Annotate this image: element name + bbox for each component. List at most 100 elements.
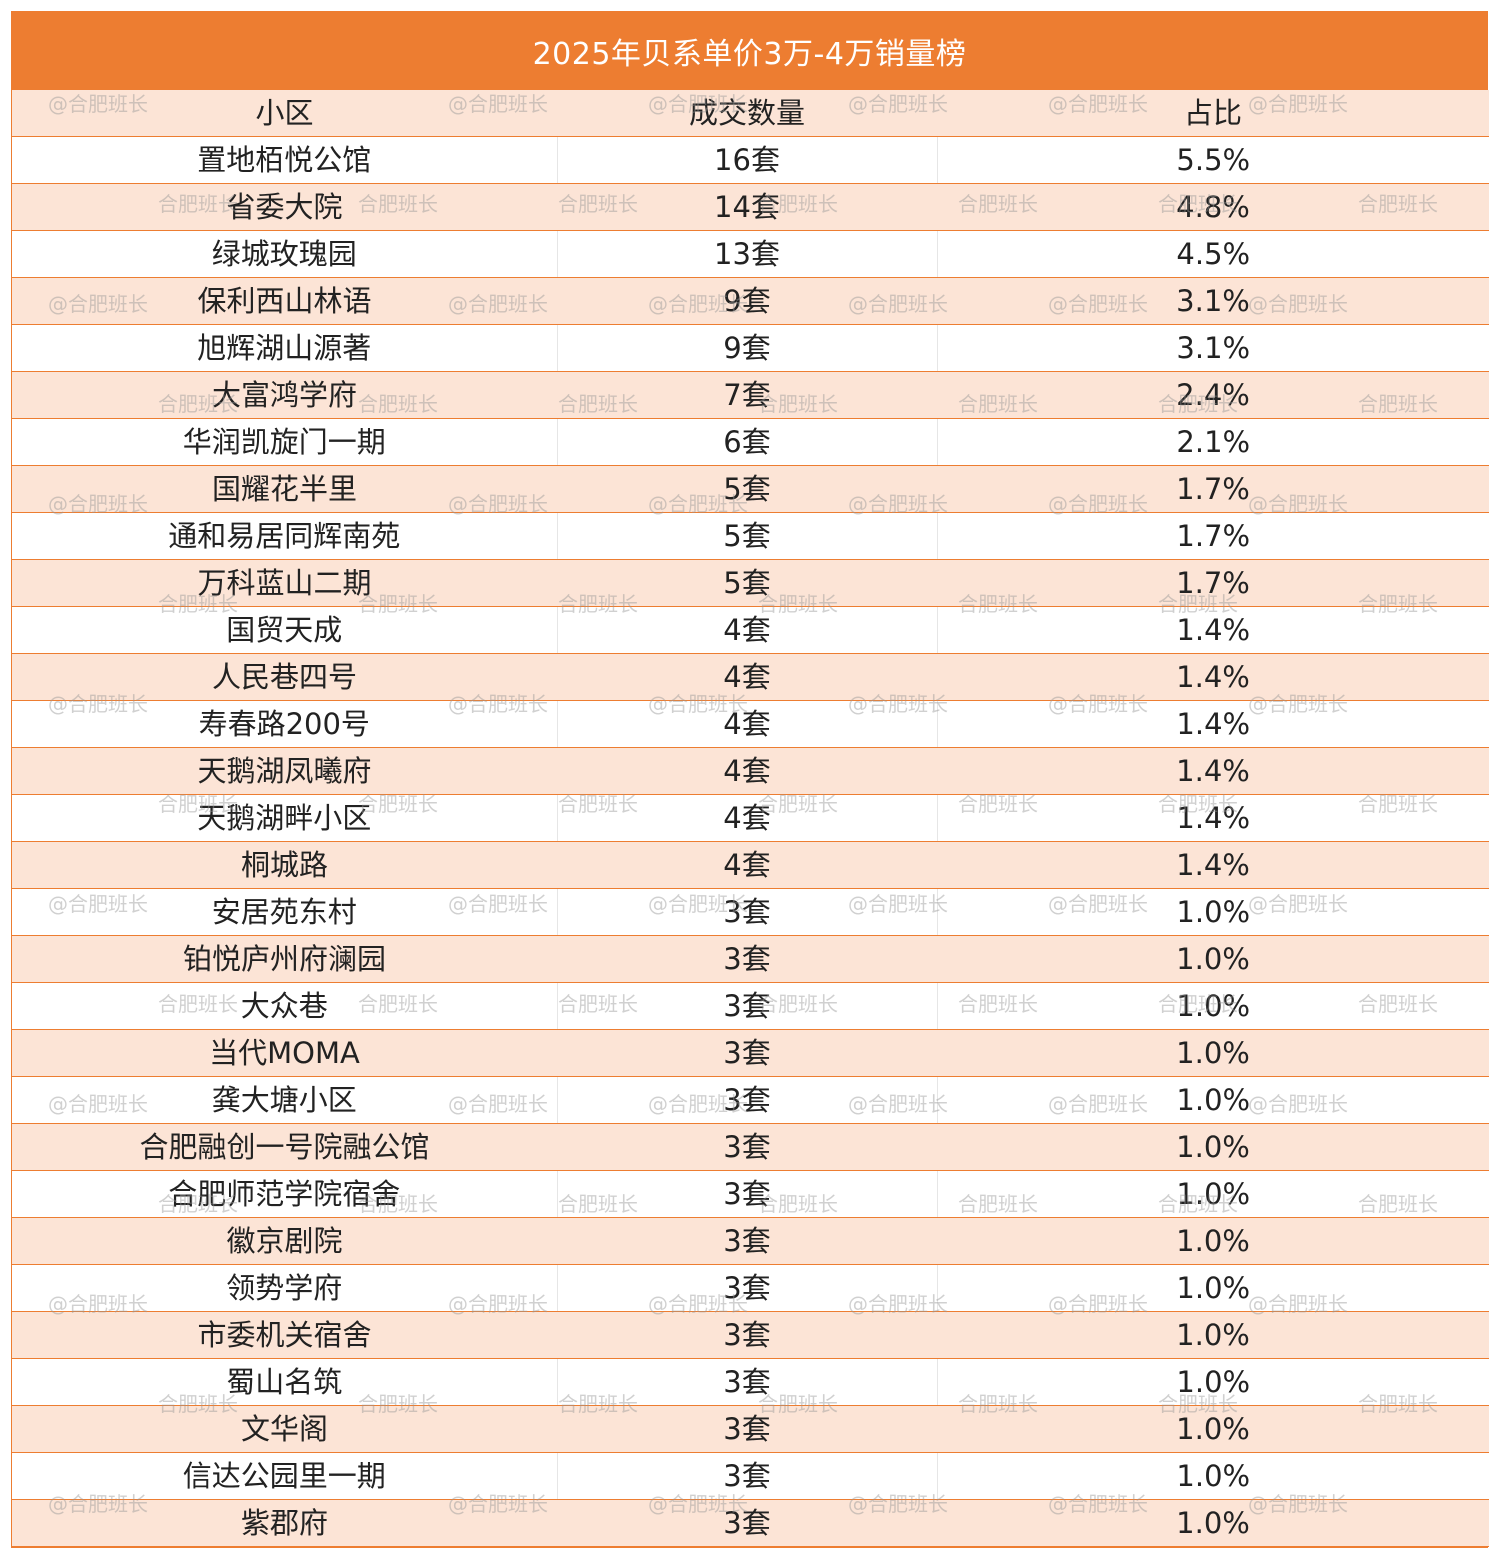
community-name-cell: 文华阁: [12, 1405, 557, 1453]
table-row: 寿春路200号 4套 1.4%: [12, 700, 1489, 748]
table-body: 置地栢悦公馆 16套 5.5% 省委大院 14套 4.8% 绿城玫瑰园 13套 4.5% 保利西山…: [12, 136, 1489, 1547]
deal-count-cell: 3套: [557, 1311, 937, 1359]
share-cell: 1.0%: [936, 1076, 1489, 1124]
share-cell: 1.4%: [937, 841, 1489, 889]
share-cell: 4.5%: [936, 230, 1489, 278]
table-row: 省委大院 14套 4.8%: [12, 183, 1489, 231]
share-cell: 4.8%: [937, 183, 1489, 231]
community-name-cell: 安居苑东村: [12, 888, 557, 936]
community-name-cell: 领势学府: [12, 1264, 557, 1312]
deal-count-cell: 3套: [557, 1029, 937, 1077]
share-cell: 1.7%: [936, 512, 1489, 560]
deal-count-cell: 4套: [556, 700, 937, 748]
deal-count-cell: 5套: [556, 512, 937, 560]
share-cell: 2.1%: [936, 418, 1489, 466]
share-cell: 1.4%: [936, 794, 1489, 842]
share-cell: 1.0%: [937, 935, 1489, 983]
share-cell: 1.4%: [936, 700, 1489, 748]
table-row: 蜀山名筑 3套 1.0%: [12, 1358, 1489, 1406]
deal-count-cell: 3套: [556, 1076, 937, 1124]
table-row: 大众巷 3套 1.0%: [12, 982, 1489, 1030]
column-header-share: 占比: [937, 90, 1489, 137]
community-name-cell: 当代MOMA: [12, 1029, 557, 1077]
community-name-cell: 桐城路: [12, 841, 557, 889]
share-cell: 2.4%: [937, 371, 1489, 419]
community-name-cell: 万科蓝山二期: [12, 559, 557, 607]
deal-count-cell: 4套: [557, 653, 937, 701]
table-row: 安居苑东村 3套 1.0%: [12, 888, 1489, 936]
table-row: 铂悦庐州府澜园 3套 1.0%: [12, 935, 1489, 983]
share-cell: 1.0%: [936, 1452, 1489, 1500]
table-row: 领势学府 3套 1.0%: [12, 1264, 1489, 1312]
deal-count-cell: 3套: [557, 935, 937, 983]
deal-count-cell: 3套: [557, 1405, 937, 1453]
community-name-cell: 省委大院: [12, 183, 557, 231]
community-name-cell: 龚大塘小区: [12, 1076, 557, 1124]
community-name-cell: 旭辉湖山源著: [12, 324, 557, 372]
table-row: 华润凯旋门一期 6套 2.1%: [12, 418, 1489, 466]
share-cell: 1.0%: [937, 1311, 1489, 1359]
header-row: 小区 成交数量 占比: [12, 90, 1489, 137]
share-cell: 1.0%: [936, 1358, 1489, 1406]
column-header-count: 成交数量: [557, 90, 937, 137]
share-cell: 1.7%: [937, 559, 1489, 607]
community-name-cell: 大富鸿学府: [12, 371, 557, 419]
community-name-cell: 置地栢悦公馆: [12, 136, 557, 184]
deal-count-cell: 9套: [556, 324, 937, 372]
table-row: 合肥融创一号院融公馆 3套 1.0%: [12, 1123, 1489, 1171]
community-name-cell: 徽京剧院: [12, 1217, 557, 1265]
community-name-cell: 市委机关宿舍: [12, 1311, 557, 1359]
table-row: 国耀花半里 5套 1.7%: [12, 465, 1489, 513]
deal-count-cell: 6套: [556, 418, 937, 466]
table-row: 大富鸿学府 7套 2.4%: [12, 371, 1489, 419]
table-row: 徽京剧院 3套 1.0%: [12, 1217, 1489, 1265]
table-row: 天鹅湖畔小区 4套 1.4%: [12, 794, 1489, 842]
table-row: 紫郡府 3套 1.0%: [12, 1499, 1489, 1547]
table-row: 当代MOMA 3套 1.0%: [12, 1029, 1489, 1077]
community-name-cell: 人民巷四号: [12, 653, 557, 701]
deal-count-cell: 3套: [556, 888, 937, 936]
deal-count-cell: 13套: [556, 230, 937, 278]
ranking-table: 小区 成交数量 占比 置地栢悦公馆 16套 5.5% 省委大院 14套 4.8% 绿城玫瑰园…: [12, 90, 1489, 1547]
share-cell: 1.0%: [937, 1029, 1489, 1077]
share-cell: 3.1%: [936, 324, 1489, 372]
deal-count-cell: 3套: [556, 1452, 937, 1500]
community-name-cell: 国贸天成: [12, 606, 557, 654]
community-name-cell: 蜀山名筑: [12, 1358, 557, 1406]
share-cell: 1.0%: [937, 1405, 1489, 1453]
community-name-cell: 合肥融创一号院融公馆: [12, 1123, 557, 1171]
share-cell: 5.5%: [936, 136, 1489, 184]
community-name-cell: 寿春路200号: [12, 700, 557, 748]
table-row: 桐城路 4套 1.4%: [12, 841, 1489, 889]
table-row: 龚大塘小区 3套 1.0%: [12, 1076, 1489, 1124]
table-row: 万科蓝山二期 5套 1.7%: [12, 559, 1489, 607]
deal-count-cell: 5套: [557, 559, 937, 607]
deal-count-cell: 3套: [557, 1217, 937, 1265]
deal-count-cell: 3套: [556, 1264, 937, 1312]
share-cell: 1.4%: [936, 606, 1489, 654]
deal-count-cell: 4套: [557, 841, 937, 889]
table-row: 合肥师范学院宿舍 3套 1.0%: [12, 1170, 1489, 1218]
deal-count-cell: 9套: [557, 277, 937, 325]
deal-count-cell: 16套: [556, 136, 937, 184]
table-row: 通和易居同辉南苑 5套 1.7%: [12, 512, 1489, 560]
table-row: 绿城玫瑰园 13套 4.5%: [12, 230, 1489, 278]
share-cell: 1.0%: [936, 982, 1489, 1030]
share-cell: 1.0%: [937, 1217, 1489, 1265]
community-name-cell: 大众巷: [12, 982, 557, 1030]
community-name-cell: 保利西山林语: [12, 277, 557, 325]
deal-count-cell: 7套: [557, 371, 937, 419]
share-cell: 1.0%: [937, 1499, 1489, 1547]
column-header-community: 小区: [12, 90, 557, 137]
community-name-cell: 合肥师范学院宿舍: [12, 1170, 557, 1218]
table-row: 保利西山林语 9套 3.1%: [12, 277, 1489, 325]
table-row: 文华阁 3套 1.0%: [12, 1405, 1489, 1453]
table-row: 信达公园里一期 3套 1.0%: [12, 1452, 1489, 1500]
deal-count-cell: 5套: [557, 465, 937, 513]
table-row: 旭辉湖山源著 9套 3.1%: [12, 324, 1489, 372]
table-row: 置地栢悦公馆 16套 5.5%: [12, 136, 1489, 184]
share-cell: 1.7%: [937, 465, 1489, 513]
share-cell: 1.0%: [936, 1264, 1489, 1312]
share-cell: 1.0%: [937, 1123, 1489, 1171]
ranking-sheet: 2025年贝系单价3万-4万销量榜 小区 成交数量 占比 置地栢悦公馆 16套 5.…: [11, 11, 1489, 1548]
